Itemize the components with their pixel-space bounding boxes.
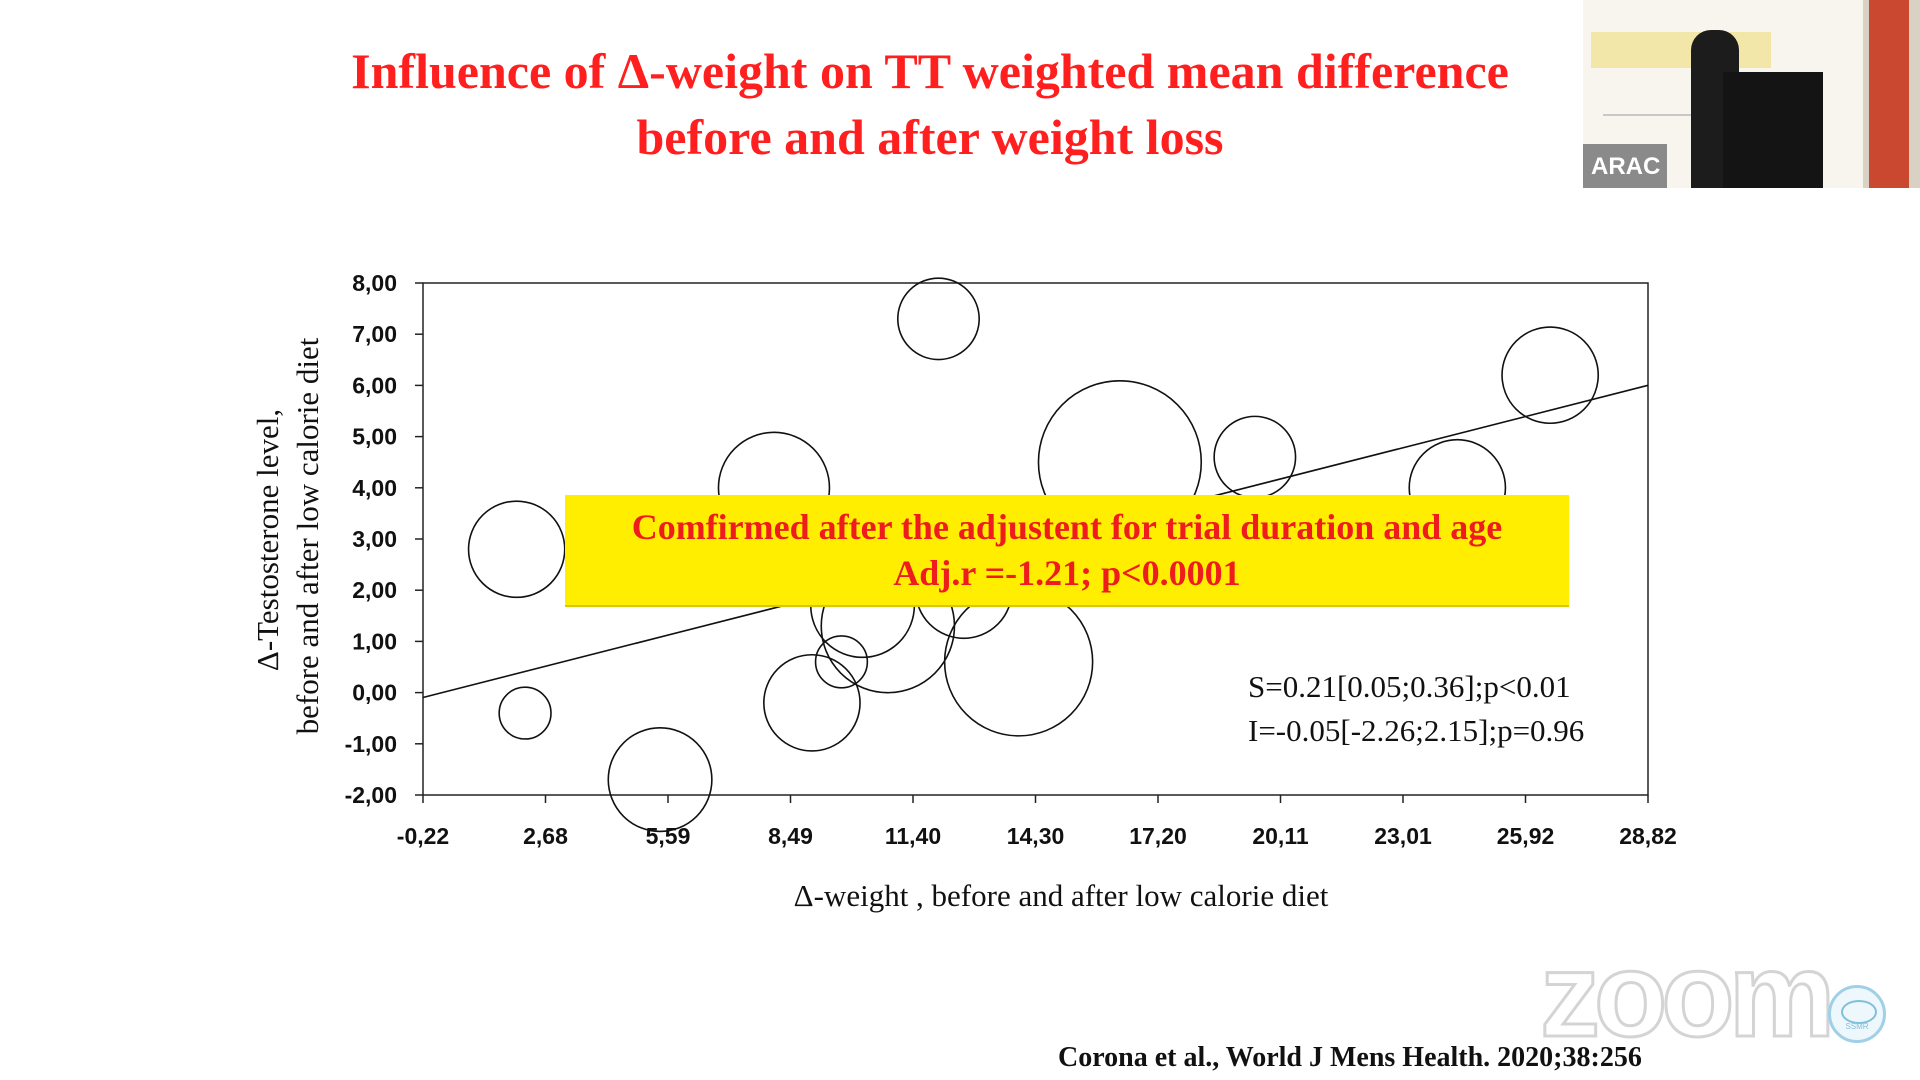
video-slide-line: [1603, 114, 1743, 116]
data-point-6: [814, 635, 869, 689]
intercept-stat: I=-0.05[-2.26;2.15];p=0.96: [1248, 713, 1584, 748]
y-tick-label-6: 2,00: [352, 577, 397, 603]
slide-title-line2: before and after weight loss: [636, 109, 1224, 165]
participant-name-tag: ARAC: [1583, 144, 1667, 188]
video-slide-highlight: [1591, 32, 1771, 68]
data-point-2: [498, 686, 552, 740]
highlight-line1: Comfirmed after the adjustent for trial …: [631, 507, 1503, 547]
x-axis-label: Δ-weight , before and after low calorie …: [794, 878, 1329, 913]
y-tick-label-0: 8,00: [352, 270, 397, 296]
y-tick-label-7: 1,00: [352, 628, 397, 654]
x-tick-label-8: 23,01: [1374, 823, 1432, 849]
y-tick-label-4: 4,00: [352, 475, 397, 501]
video-red-panel: [1869, 0, 1909, 188]
y-axis-ticks: 8,00 7,00 6,00 5,00 4,00 3,00 2,00 1,00 0,00 -1,0…: [345, 270, 423, 808]
y-axis-label-line2: before and after low calorie diet: [290, 337, 325, 734]
data-point-11: [943, 587, 1094, 737]
y-axis-label-line1: Δ-Testosterone level,: [250, 409, 285, 671]
x-tick-label-2: 5,59: [646, 823, 691, 849]
x-tick-label-3: 8,49: [768, 823, 813, 849]
x-tick-label-10: 28,82: [1619, 823, 1677, 849]
highlight-line2: Adj.r =-1.21; p<0.0001: [893, 553, 1241, 593]
y-tick-label-2: 6,00: [352, 372, 397, 398]
data-point-16: [1501, 326, 1600, 425]
slide-title-line1: Influence of Δ-weight on TT weighted mea…: [351, 43, 1509, 99]
society-logo-text: SSMR: [1845, 1022, 1869, 1031]
x-tick-label-9: 25,92: [1497, 823, 1555, 849]
citation: Corona et al., World J Mens Health. 2020…: [1058, 1042, 1642, 1073]
zoom-watermark: zoom: [1538, 928, 1836, 1062]
data-point-1: [467, 500, 566, 599]
adjustment-highlight: Comfirmed after the adjustent for trial …: [565, 495, 1569, 607]
y-tick-label-5: 3,00: [352, 526, 397, 552]
society-logo-icon: SSMR: [1828, 985, 1886, 1043]
y-tick-label-3: 5,00: [352, 424, 397, 450]
y-tick-label-10: -2,00: [345, 782, 397, 808]
data-point-5: [763, 653, 861, 752]
x-tick-label-7: 20,11: [1252, 823, 1308, 849]
slope-stat: S=0.21[0.05;0.36];p<0.01: [1248, 669, 1571, 704]
x-tick-label-6: 17,20: [1129, 823, 1187, 849]
y-tick-label-9: -1,00: [345, 731, 397, 757]
y-tick-label-8: 0,00: [352, 680, 397, 706]
participant-name: ARAC: [1591, 153, 1661, 180]
speaker-video-tile[interactable]: ARAC: [1583, 0, 1920, 188]
x-tick-label-4: 11,40: [885, 823, 941, 849]
x-tick-label-1: 2,68: [523, 823, 568, 849]
x-tick-label-0: -0,22: [397, 823, 449, 849]
x-axis-ticks: -0,22 2,68 5,59 8,49 11,40 14,30 17,20 20,11 23,…: [397, 795, 1677, 849]
y-tick-label-1: 7,00: [352, 321, 397, 347]
podium: [1723, 72, 1823, 188]
x-tick-label-5: 14,30: [1007, 823, 1065, 849]
data-point-3: [607, 727, 713, 833]
data-point-9: [896, 277, 980, 361]
